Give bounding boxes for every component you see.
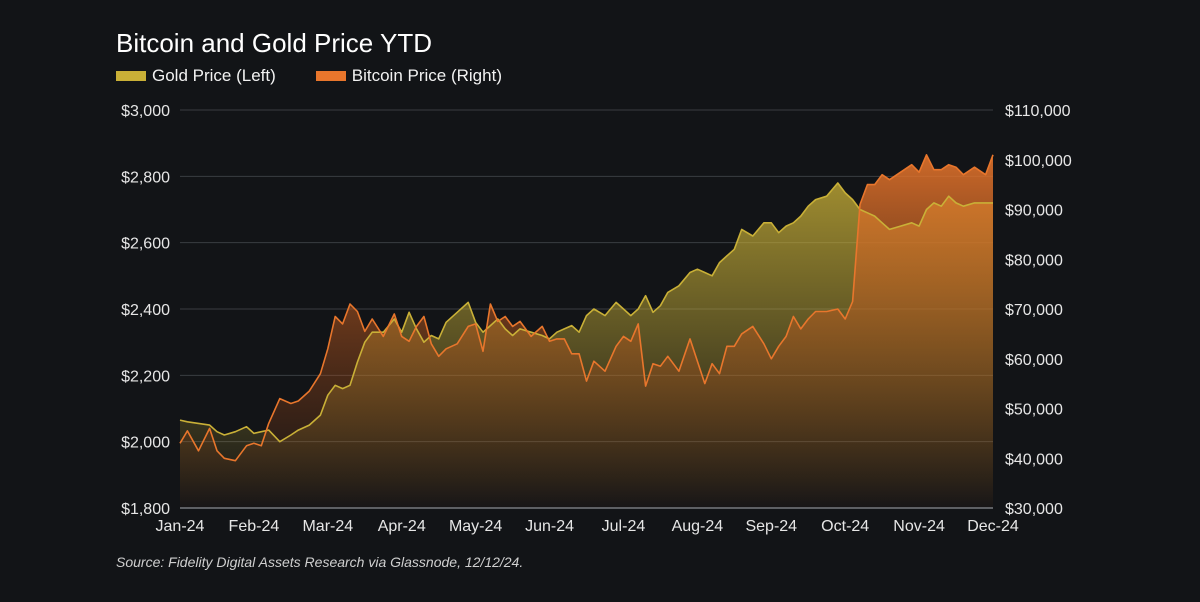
y-left-tick-label: $2,000	[121, 435, 170, 452]
legend-swatch-bitcoin	[315, 71, 346, 81]
x-tick-label: May-24	[449, 518, 502, 535]
x-tick-label: Jul-24	[602, 518, 646, 535]
y-right-tick-label: $60,000	[1005, 352, 1063, 369]
legend-swatch-gold	[116, 71, 146, 81]
y-left-tick-label: $2,200	[121, 368, 170, 385]
y-left-tick-label: $2,600	[121, 236, 170, 253]
y-axis-left: $1,800 $2,000 $2,200 $2,400 $2,600 $2,800 $3,0…	[121, 103, 170, 518]
x-tick-label: Feb-24	[229, 518, 280, 535]
legend-label-gold: Gold Price (Left)	[152, 66, 276, 85]
y-left-tick-label: $3,000	[121, 103, 170, 120]
y-right-tick-label: $90,000	[1005, 203, 1063, 220]
series-areas	[180, 154, 993, 509]
chart-title: Bitcoin and Gold Price YTD	[116, 28, 432, 58]
y-right-tick-label: $110,000	[1005, 103, 1071, 120]
y-right-tick-label: $40,000	[1005, 451, 1063, 468]
series-lines	[179, 154, 994, 462]
x-tick-label: Sep-24	[745, 518, 797, 535]
y-right-tick-label: $30,000	[1005, 501, 1063, 518]
area-bitcoin	[180, 154, 993, 509]
y-right-tick-label: $50,000	[1005, 402, 1063, 419]
x-axis: Jan-24 Feb-24 Mar-24 Apr-24 May-24 Jun-24 Jul-…	[156, 507, 1019, 535]
y-left-tick-label: $2,800	[121, 169, 170, 186]
x-tick-label: Apr-24	[378, 518, 426, 535]
y-left-tick-label: $1,800	[121, 501, 170, 518]
chart-legend: Gold Price (Left) Bitcoin Price (Right)	[116, 66, 502, 86]
y-right-tick-label: $70,000	[1005, 302, 1063, 319]
y-right-tick-label: $80,000	[1005, 252, 1063, 269]
x-tick-label: Mar-24	[302, 518, 353, 535]
x-tick-label: Aug-24	[672, 518, 724, 535]
x-tick-label: Nov-24	[893, 518, 945, 535]
legend-item-bitcoin: Bitcoin Price (Right)	[315, 66, 502, 86]
line-gold	[179, 182, 993, 443]
x-tick-label: Jan-24	[156, 518, 205, 535]
source-note: Source: Fidelity Digital Assets Research…	[116, 554, 524, 570]
y-right-tick-label: $100,000	[1005, 153, 1072, 170]
x-tick-label: Dec-24	[967, 518, 1019, 535]
legend-item-gold: Gold Price (Left)	[116, 66, 276, 86]
x-tick-label: Oct-24	[821, 518, 869, 535]
legend-label-bitcoin: Bitcoin Price (Right)	[351, 66, 502, 85]
x-tick-label: Jun-24	[525, 518, 574, 535]
line-bitcoin	[179, 154, 994, 462]
y-axis-right: $30,000 $40,000 $50,000 $60,000 $70,000 $80,0…	[1005, 103, 1072, 518]
y-left-tick-label: $2,400	[121, 302, 170, 319]
